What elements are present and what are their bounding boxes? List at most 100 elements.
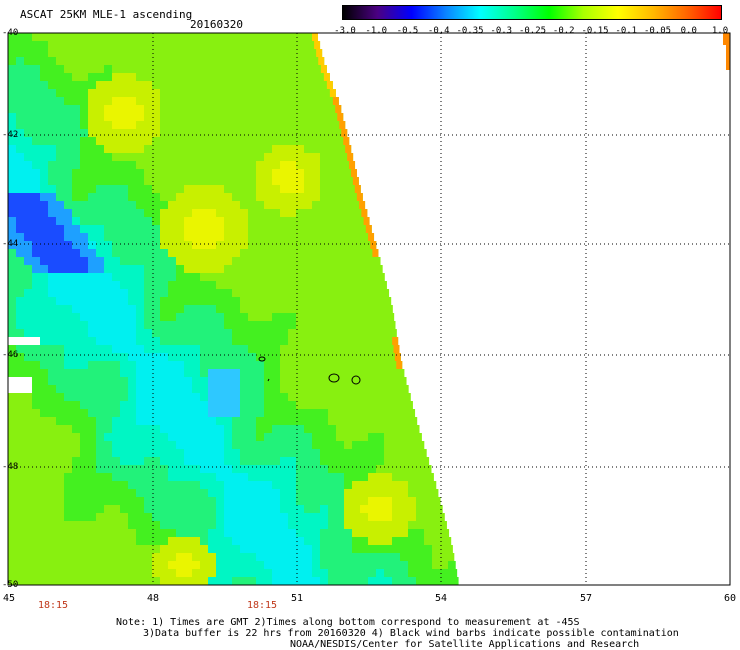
edge-cell	[723, 33, 730, 45]
swath-cell	[64, 457, 72, 465]
swath-cell	[352, 441, 360, 449]
swath-cell	[360, 361, 368, 369]
swath-cell	[248, 249, 256, 257]
swath-cell	[120, 481, 128, 489]
swath-cell	[368, 289, 376, 297]
swath-cell	[16, 161, 24, 169]
swath-cell	[16, 201, 24, 209]
swath-cell	[160, 201, 168, 209]
swath-cell	[280, 497, 288, 505]
swath-cell	[432, 537, 440, 545]
swath-cell	[312, 545, 320, 553]
swath-cell	[72, 321, 80, 329]
swath-cell	[48, 313, 56, 321]
swath-cell	[328, 537, 336, 545]
swath-cell	[272, 153, 280, 161]
swath-cell	[352, 217, 360, 225]
swath-cell	[72, 377, 80, 385]
swath-cell	[88, 137, 96, 145]
swath-cell	[336, 201, 344, 209]
swath-cell	[240, 265, 248, 273]
swath-cell	[336, 153, 344, 161]
swath-cell	[104, 481, 112, 489]
swath-cell	[176, 329, 184, 337]
swath-cell	[112, 321, 120, 329]
swath-cell	[120, 361, 128, 369]
swath-cell	[144, 241, 152, 249]
swath-cell	[336, 457, 344, 465]
swath-cell	[72, 177, 80, 185]
swath-cell	[160, 377, 168, 385]
lat-lon-grid	[8, 33, 730, 585]
swath-cell	[336, 385, 344, 393]
swath-cell	[336, 473, 344, 481]
swath-cell	[168, 153, 176, 161]
swath-cell	[320, 337, 328, 345]
swath-cell	[288, 409, 296, 417]
swath-cell	[288, 225, 296, 233]
swath-cell	[56, 225, 64, 233]
swath-cell	[232, 65, 240, 73]
swath-cell	[288, 545, 296, 553]
swath-cell	[224, 353, 232, 361]
swath-cell	[336, 577, 344, 585]
swath-cell	[304, 529, 312, 537]
swath-cell	[240, 257, 248, 265]
swath-cell	[16, 129, 24, 137]
swath-cell	[312, 209, 320, 217]
swath-cell	[216, 73, 224, 81]
swath-cell	[184, 185, 192, 193]
swath-cell	[344, 521, 352, 529]
swath-cell	[8, 289, 16, 297]
swath-cell	[96, 401, 104, 409]
swath-cell	[56, 497, 64, 505]
swath-cell	[200, 385, 208, 393]
swath-cell	[40, 529, 48, 537]
swath-cell	[432, 473, 434, 481]
swath-cell	[224, 89, 232, 97]
swath-cell	[128, 361, 136, 369]
swath-cell	[264, 529, 272, 537]
swath-cell	[32, 441, 40, 449]
swath-cell	[40, 481, 48, 489]
swath-cell	[232, 457, 240, 465]
swath-cell	[144, 33, 152, 41]
swath-cell	[128, 193, 136, 201]
swath-cell	[96, 321, 104, 329]
swath-cell	[160, 153, 168, 161]
swath-cell	[224, 465, 232, 473]
swath-cell	[216, 577, 224, 585]
swath-cell	[56, 489, 64, 497]
swath-cell	[176, 113, 184, 121]
swath-cell	[344, 457, 352, 465]
swath-cell	[208, 177, 216, 185]
swath-cell	[120, 57, 128, 65]
swath-cell	[296, 529, 304, 537]
swath-cell	[104, 393, 112, 401]
swath-cell	[224, 313, 232, 321]
swath-cell	[48, 217, 56, 225]
swath-cell	[112, 449, 120, 457]
swath-cell	[344, 441, 352, 449]
swath-cell	[344, 329, 352, 337]
swath-cell	[112, 257, 120, 265]
swath-cell	[144, 97, 152, 105]
swath-cell	[136, 473, 144, 481]
swath-cell	[168, 569, 176, 577]
swath-cell	[280, 57, 288, 65]
swath-cell	[168, 393, 176, 401]
swath-cell	[240, 561, 248, 569]
swath-cell	[32, 401, 40, 409]
swath-cell	[344, 425, 352, 433]
swath-cell	[16, 113, 24, 121]
swath-cell	[24, 81, 32, 89]
swath-cell	[96, 457, 104, 465]
swath-cell	[360, 297, 368, 305]
swath-cell	[336, 425, 344, 433]
swath-cell	[8, 113, 16, 121]
swath-cell	[288, 489, 296, 497]
swath-cell	[64, 537, 72, 545]
swath-cell	[136, 441, 144, 449]
swath-cell	[224, 153, 232, 161]
swath-cell	[168, 49, 176, 57]
